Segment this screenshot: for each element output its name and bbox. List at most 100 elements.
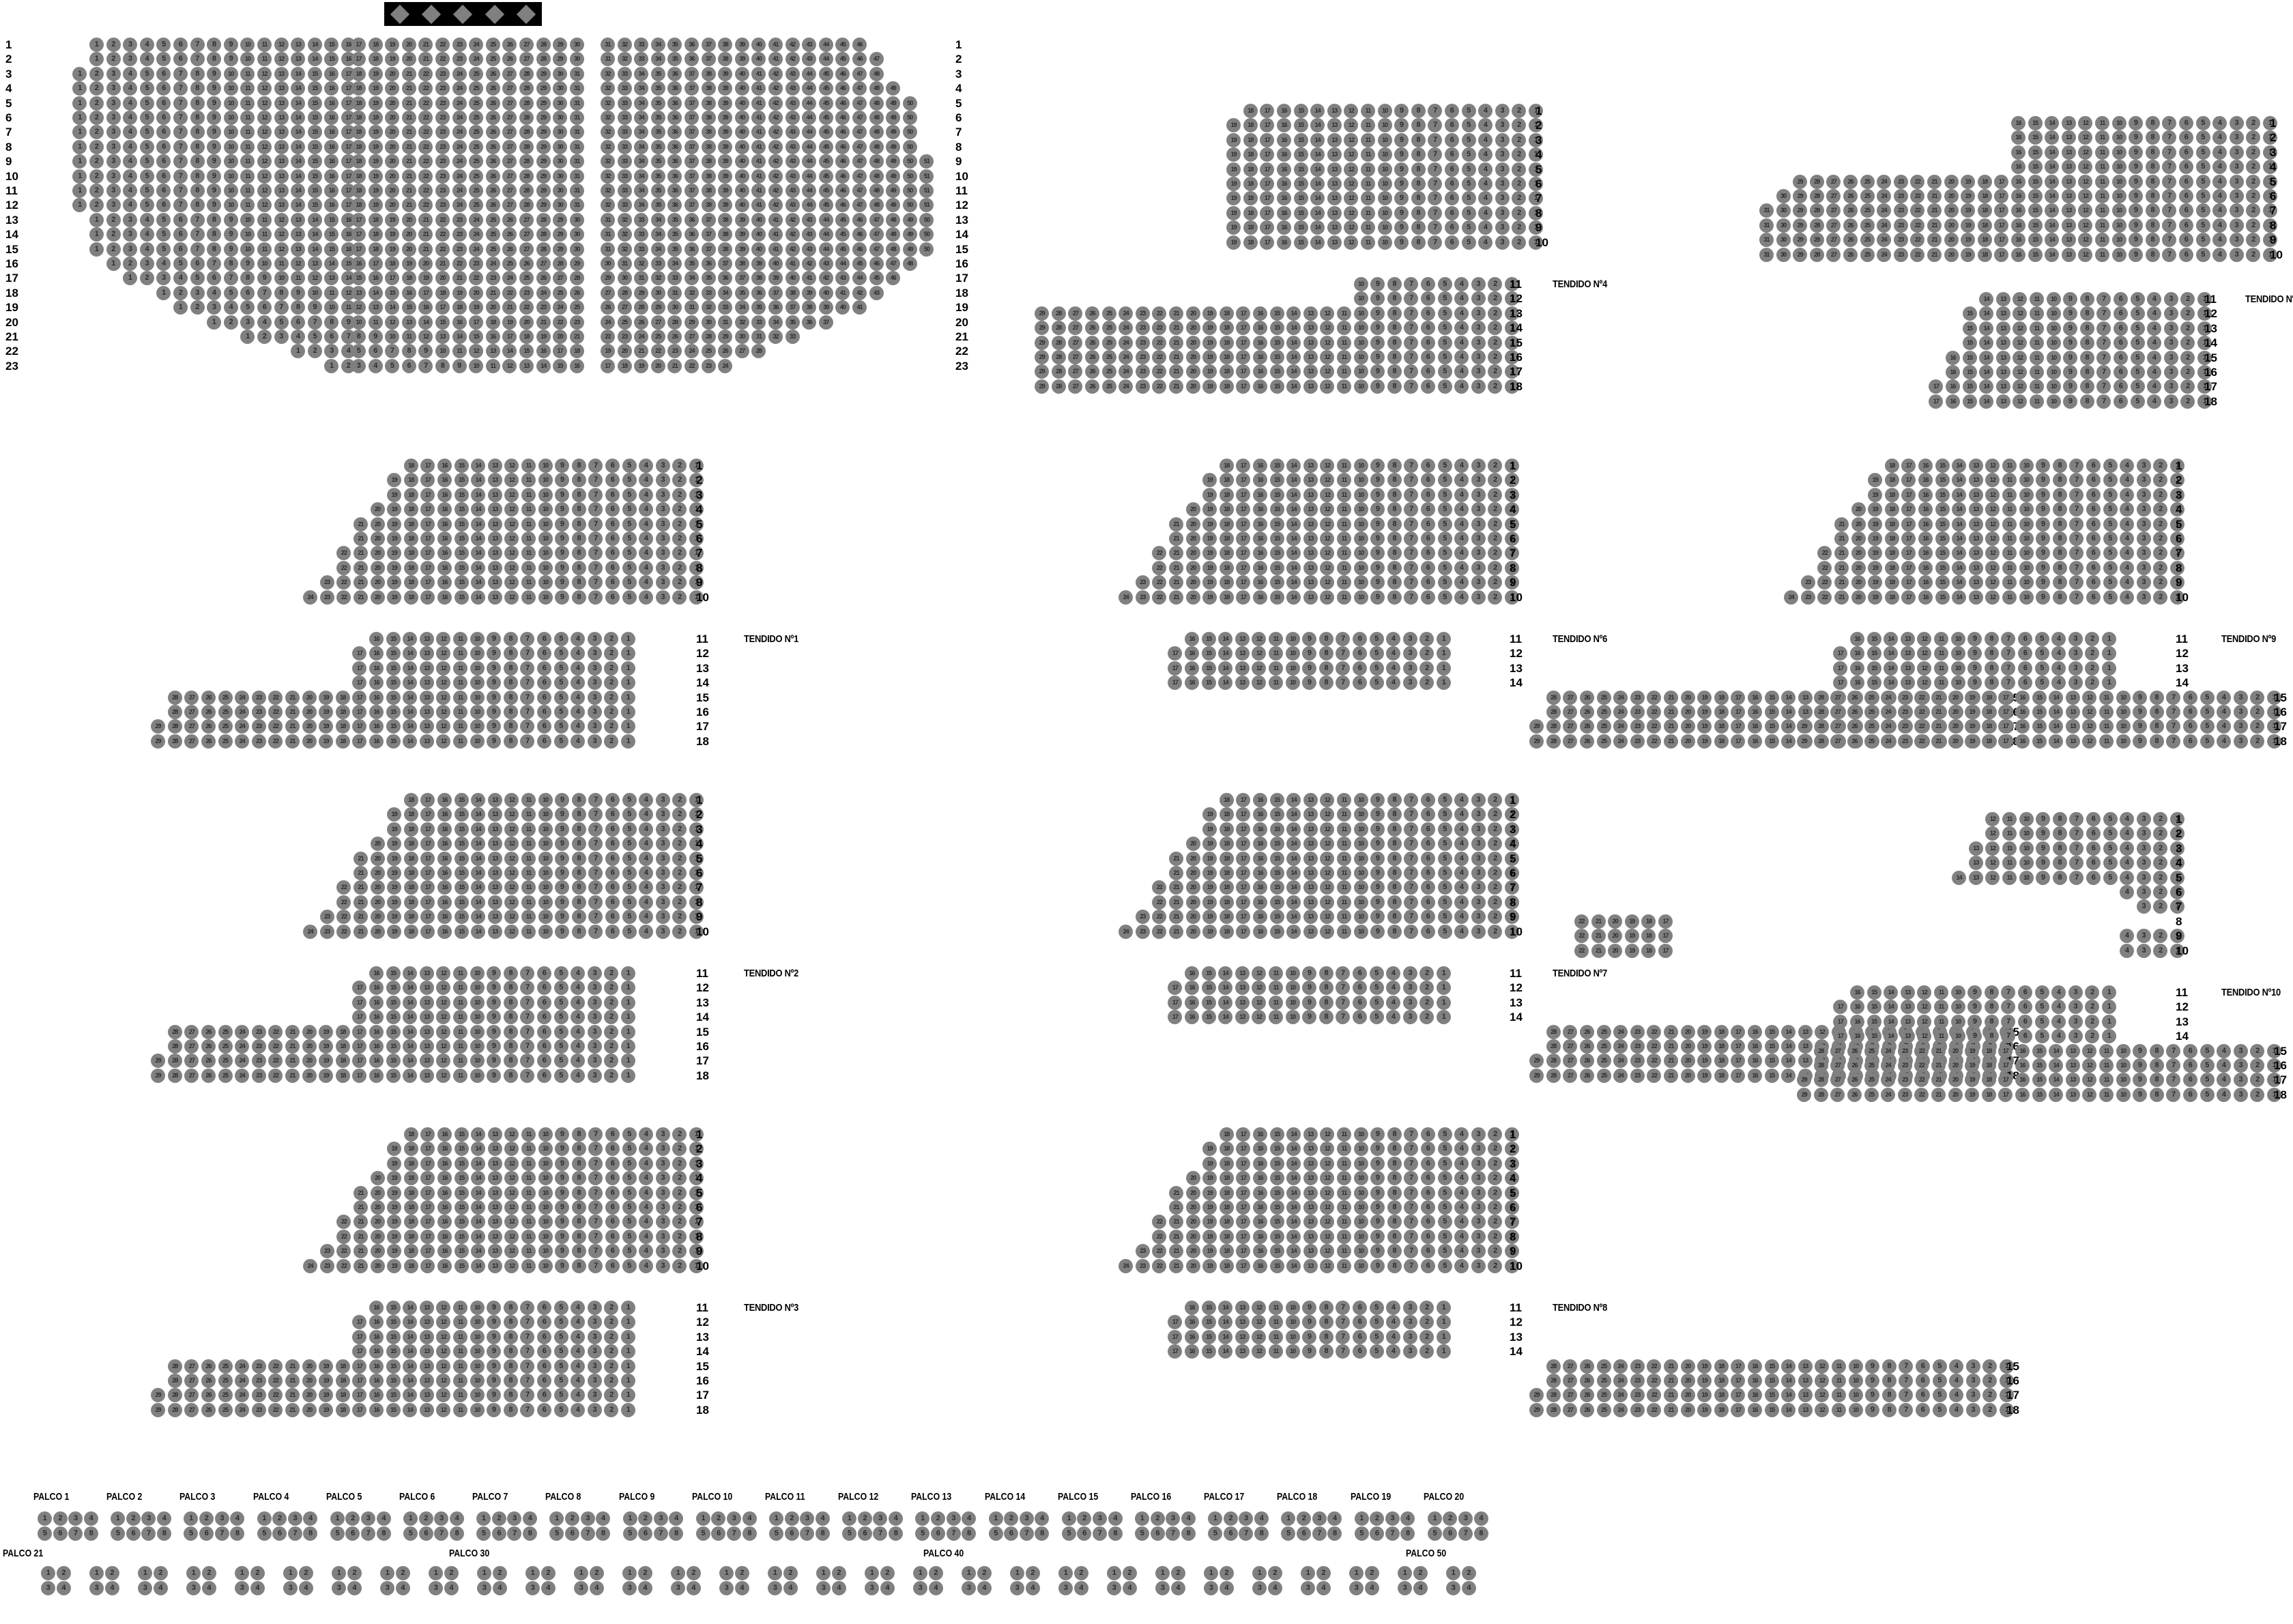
t-seat[interactable]: 4 bbox=[1454, 1156, 1469, 1171]
t-seat[interactable]: 9 bbox=[1370, 335, 1385, 350]
t-seat[interactable]: 14 bbox=[2045, 130, 2060, 145]
t-seat[interactable]: 14 bbox=[1781, 1359, 1796, 1374]
t-seat[interactable]: 14 bbox=[1781, 1024, 1796, 1039]
t-seat[interactable]: 11 bbox=[521, 1127, 536, 1142]
t-seat[interactable]: 22 bbox=[1914, 705, 1929, 719]
t-seat[interactable]: 2 bbox=[1488, 1171, 1503, 1186]
t-seat[interactable]: 29 bbox=[151, 1068, 166, 1083]
t-seat[interactable]: 19 bbox=[1202, 546, 1217, 561]
t-seat[interactable]: 9 bbox=[1370, 379, 1385, 394]
t-seat[interactable]: 2 bbox=[2153, 575, 2168, 590]
t-seat[interactable]: 4 bbox=[1454, 379, 1469, 394]
t-seat[interactable]: 18 bbox=[1884, 517, 1899, 532]
t-seat[interactable]: 13 bbox=[419, 661, 434, 676]
t-seat[interactable]: 3 bbox=[1495, 162, 1510, 177]
t-seat[interactable]: 15 bbox=[2032, 690, 2047, 705]
ruedo-seat[interactable]: 48 bbox=[869, 96, 884, 111]
ruedo-seat[interactable]: 47 bbox=[852, 66, 867, 81]
t-seat[interactable]: 4 bbox=[571, 705, 586, 719]
t-seat[interactable]: 19 bbox=[1624, 929, 1639, 944]
ruedo-seat[interactable]: 5 bbox=[139, 96, 154, 111]
t-seat[interactable]: 17 bbox=[1658, 943, 1673, 958]
ruedo-seat[interactable]: 42 bbox=[852, 285, 867, 300]
ruedo-seat[interactable]: 16 bbox=[351, 257, 366, 271]
t-seat[interactable]: 4 bbox=[2120, 826, 2135, 841]
t-seat[interactable]: 24 bbox=[1613, 705, 1628, 719]
t-seat[interactable]: 1 bbox=[2263, 160, 2277, 175]
t-seat[interactable]: 6 bbox=[1421, 1229, 1435, 1244]
t-seat[interactable]: 27 bbox=[1563, 1054, 1578, 1069]
t-seat[interactable]: 15 bbox=[1764, 1024, 1779, 1039]
t-seat[interactable]: 18 bbox=[335, 719, 350, 734]
ruedo-seat[interactable]: 31 bbox=[751, 330, 766, 344]
t-seat[interactable]: 29 bbox=[1797, 1087, 1812, 1102]
ruedo-seat[interactable]: 3 bbox=[123, 38, 138, 52]
t-seat[interactable]: 1 bbox=[2170, 560, 2184, 575]
t-seat[interactable]: 5 bbox=[553, 632, 568, 646]
t-seat[interactable]: 11 bbox=[1337, 1171, 1351, 1186]
t-seat[interactable]: 15 bbox=[454, 1127, 469, 1142]
t-seat[interactable]: 7 bbox=[2096, 336, 2111, 351]
t-seat[interactable]: 23 bbox=[251, 1054, 266, 1069]
t-seat[interactable]: 22 bbox=[1647, 690, 1662, 705]
ruedo-seat[interactable]: 29 bbox=[634, 285, 649, 300]
t-seat[interactable]: 23 bbox=[1800, 590, 1815, 605]
ruedo-seat[interactable]: 15 bbox=[307, 111, 322, 125]
t-seat[interactable]: 19 bbox=[387, 1215, 402, 1230]
t-seat[interactable]: 10 bbox=[2046, 306, 2061, 321]
ruedo-seat[interactable]: 30 bbox=[553, 169, 568, 184]
ruedo-seat[interactable]: 32 bbox=[601, 66, 615, 81]
t-seat[interactable]: 17 bbox=[1901, 487, 1916, 502]
t-seat[interactable]: 3 bbox=[587, 632, 602, 646]
t-seat[interactable]: 5 bbox=[2034, 676, 2049, 691]
t-seat[interactable]: 20 bbox=[1185, 837, 1200, 852]
ruedo-seat[interactable]: 34 bbox=[634, 169, 649, 184]
t-seat[interactable]: 4 bbox=[639, 807, 654, 822]
ruedo-seat[interactable]: 17 bbox=[368, 257, 383, 271]
t-seat[interactable]: 21 bbox=[1931, 705, 1946, 719]
ruedo-seat[interactable]: 10 bbox=[385, 330, 400, 344]
t-seat[interactable]: 12 bbox=[1252, 661, 1267, 676]
t-seat[interactable]: 28 bbox=[1809, 218, 1824, 233]
t-seat[interactable]: 21 bbox=[354, 517, 368, 532]
t-seat[interactable]: 28 bbox=[1809, 174, 1824, 189]
t-seat[interactable]: 19 bbox=[1965, 705, 1980, 719]
ruedo-seat[interactable]: 46 bbox=[852, 52, 867, 67]
ruedo-seat[interactable]: 8 bbox=[190, 198, 205, 213]
ruedo-seat[interactable]: 31 bbox=[601, 212, 615, 227]
t-seat[interactable]: 8 bbox=[571, 1142, 586, 1157]
t-seat[interactable]: 15 bbox=[1764, 719, 1779, 734]
ruedo-seat[interactable]: 7 bbox=[190, 242, 205, 257]
ruedo-seat[interactable]: 37 bbox=[818, 315, 833, 330]
ruedo-seat[interactable]: 13 bbox=[291, 227, 306, 242]
t-seat[interactable]: 15 bbox=[454, 1244, 469, 1259]
t-seat[interactable]: 14 bbox=[1286, 546, 1301, 561]
t-seat[interactable]: 17 bbox=[1260, 147, 1275, 162]
t-seat[interactable]: 6 bbox=[605, 1244, 620, 1259]
t-seat[interactable]: 19 bbox=[1202, 321, 1217, 336]
t-seat[interactable]: 12 bbox=[1252, 646, 1267, 661]
t-seat[interactable]: 12 bbox=[504, 1156, 519, 1171]
t-seat[interactable]: 20 bbox=[1185, 1171, 1200, 1186]
t-seat[interactable]: 20 bbox=[1680, 1402, 1695, 1417]
t-seat[interactable]: 3 bbox=[587, 1402, 602, 1417]
t-seat[interactable]: 19 bbox=[1202, 866, 1217, 880]
t-seat[interactable]: 2 bbox=[672, 1142, 687, 1157]
ruedo-seat[interactable]: 38 bbox=[701, 184, 716, 198]
t-seat[interactable]: 14 bbox=[471, 560, 486, 575]
t-seat[interactable]: 19 bbox=[319, 1039, 334, 1054]
t-seat[interactable]: 7 bbox=[520, 734, 535, 749]
t-seat[interactable]: 9 bbox=[1370, 866, 1385, 880]
t-seat[interactable]: 18 bbox=[1884, 575, 1899, 590]
t-seat[interactable]: 3 bbox=[1471, 321, 1486, 336]
t-seat[interactable]: 19 bbox=[387, 924, 402, 939]
t-seat[interactable]: 13 bbox=[419, 632, 434, 646]
t-seat[interactable]: 10 bbox=[538, 459, 553, 473]
t-seat[interactable]: 21 bbox=[354, 532, 368, 546]
t-seat[interactable]: 8 bbox=[2052, 517, 2067, 532]
t-seat[interactable]: 7 bbox=[2166, 1087, 2181, 1102]
t-seat[interactable]: 5 bbox=[1437, 517, 1452, 532]
t-seat[interactable]: 11 bbox=[2099, 705, 2114, 719]
t-seat[interactable]: 15 bbox=[1866, 661, 1881, 676]
t-seat[interactable]: 10 bbox=[1353, 895, 1368, 910]
